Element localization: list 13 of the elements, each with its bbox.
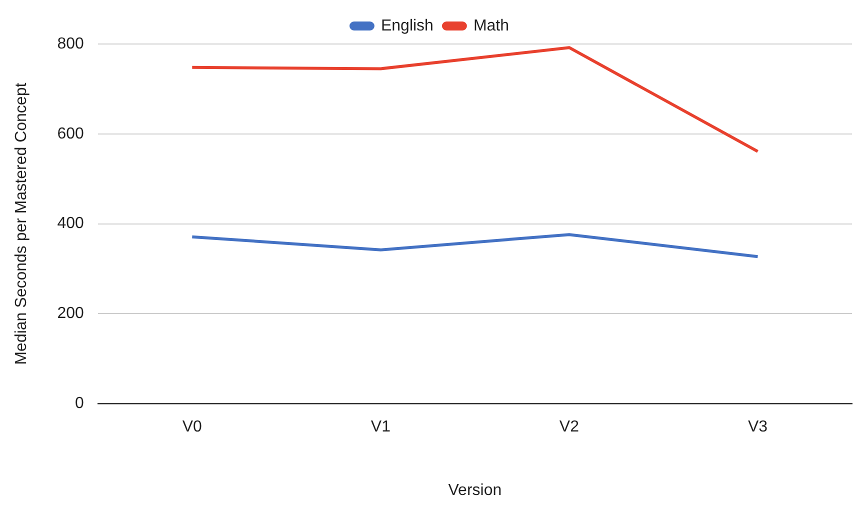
- y-tick-label: 200: [57, 305, 84, 322]
- legend-label: English: [380, 17, 434, 34]
- x-tick-label: V1: [370, 418, 391, 436]
- x-axis-title: Version: [448, 482, 502, 499]
- x-tick-label: V2: [559, 418, 580, 436]
- y-tick-label: 800: [57, 35, 84, 52]
- x-tick-label: V0: [182, 418, 202, 436]
- y-tick-label: 0: [74, 395, 84, 412]
- legend-label: Math: [473, 17, 510, 34]
- x-tick-label: V3: [748, 418, 768, 436]
- y-tick-label: 400: [57, 215, 84, 232]
- y-tick-label: 600: [57, 125, 84, 142]
- y-axis-title: Median Seconds per Mastered Concept: [13, 82, 30, 365]
